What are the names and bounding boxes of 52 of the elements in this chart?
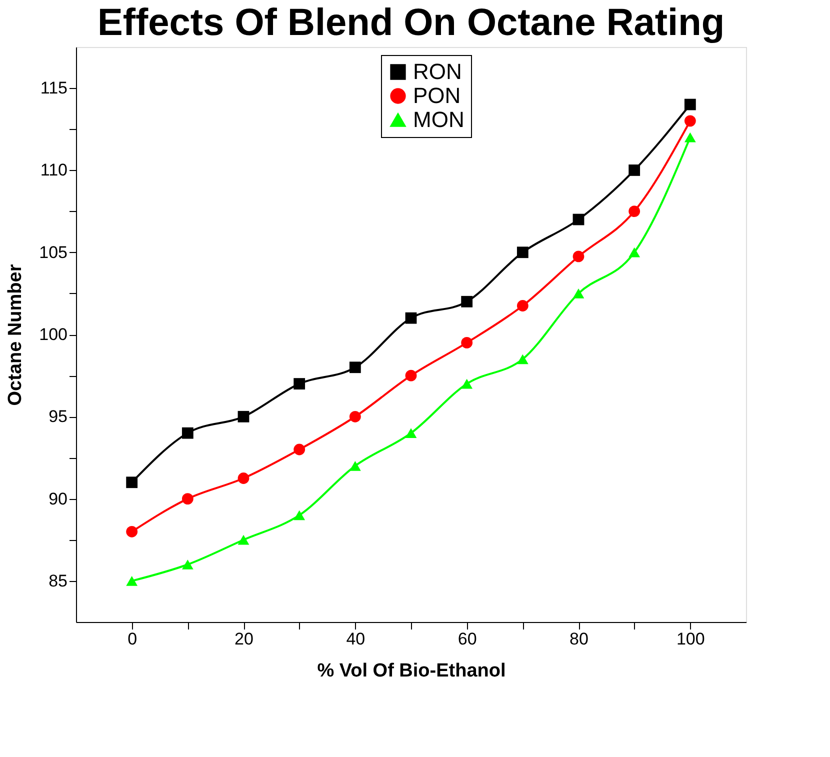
legend-label: RON	[413, 59, 462, 84]
y-tick-label: 115	[40, 78, 68, 98]
chart-title: Effects Of Blend On Octane Rating	[97, 2, 725, 44]
point	[405, 428, 417, 438]
point	[126, 576, 138, 586]
y-tick-label: 110	[40, 160, 68, 180]
x-tick-label: 40	[346, 630, 366, 648]
point	[405, 370, 417, 382]
point	[349, 362, 361, 374]
y-axis-title: Octane Number	[5, 264, 26, 406]
point	[684, 132, 696, 142]
point	[405, 312, 417, 324]
legend-label: PON	[413, 83, 461, 108]
point	[628, 206, 640, 217]
point	[182, 427, 194, 439]
y-tick-label: 90	[48, 489, 68, 508]
point	[238, 410, 250, 422]
point	[182, 560, 194, 570]
point	[628, 247, 640, 258]
point	[684, 115, 696, 127]
point	[126, 526, 138, 538]
x-tick-label: 60	[458, 630, 477, 648]
point	[516, 300, 528, 312]
y-tick-label: 95	[48, 407, 68, 426]
point	[182, 493, 194, 504]
point	[238, 534, 250, 545]
point	[516, 354, 528, 364]
y-tick-label: 105	[39, 242, 68, 262]
x-tick-label: 20	[234, 630, 254, 648]
x-tick-label: 80	[570, 630, 588, 648]
point	[126, 476, 138, 488]
x-axis-title: % Vol Of Bio-Ethanol	[317, 660, 506, 682]
point	[572, 288, 584, 298]
y-tick-label: 85	[48, 571, 68, 590]
x-tick-label: 100	[676, 630, 705, 648]
point	[294, 444, 306, 456]
point	[349, 410, 361, 422]
point	[628, 164, 640, 176]
point	[349, 460, 361, 471]
legend-label: MON	[413, 107, 464, 132]
point	[461, 378, 473, 389]
point	[461, 296, 473, 308]
point	[572, 214, 584, 226]
point	[294, 378, 306, 390]
point	[294, 510, 306, 520]
point	[572, 250, 584, 262]
point	[238, 472, 250, 484]
y-tick-label: 100	[39, 325, 68, 344]
point	[684, 98, 696, 110]
point	[461, 337, 473, 348]
x-tick-label: 0	[128, 630, 138, 648]
point	[516, 246, 528, 258]
